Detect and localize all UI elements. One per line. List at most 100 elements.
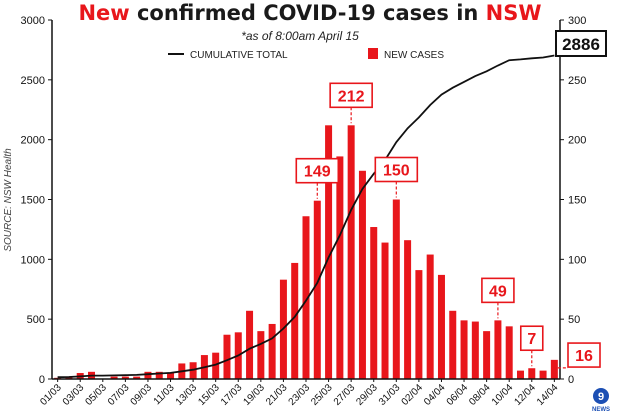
x-tick-label: 10/04 xyxy=(490,382,516,408)
annotation-box xyxy=(295,157,340,184)
bar-12-04 xyxy=(528,368,536,379)
annotation-box xyxy=(481,277,515,304)
bar-series xyxy=(54,125,558,379)
chart-subtitle: *as of 8:00am April 15 xyxy=(241,29,359,43)
bar-28-03 xyxy=(358,170,366,379)
annotation-label: 150 xyxy=(383,163,410,180)
bar-30-03 xyxy=(381,242,389,379)
left-tick-label: 3000 xyxy=(21,15,45,27)
legend-line-label: CUMULATIVE TOTAL xyxy=(190,50,288,61)
annotation-label: 149 xyxy=(304,164,331,181)
title-part-2: NSW xyxy=(486,1,542,25)
bar-16-03 xyxy=(223,334,231,379)
nine-news-logo: 9 NEWS xyxy=(592,388,610,413)
x-tick-label: 12/04 xyxy=(512,382,538,408)
right-tick-label: 250 xyxy=(568,75,586,87)
annotation-box xyxy=(329,82,373,109)
x-tick-label: 08/04 xyxy=(467,382,493,408)
left-tick-label: 2500 xyxy=(21,75,45,87)
bar-02-04 xyxy=(415,270,423,379)
left-tick-label: 1500 xyxy=(21,195,45,207)
bar-10-04 xyxy=(505,326,513,379)
x-tick-label: 21/03 xyxy=(264,382,290,408)
bar-26-03 xyxy=(336,156,344,379)
total-callout: 2886 xyxy=(555,30,607,57)
nine-logo-brand: 9 xyxy=(598,391,604,403)
x-tick-label: 14/04 xyxy=(535,382,561,408)
annotation-09-04: 49 xyxy=(481,277,515,319)
bar-10-03 xyxy=(155,371,163,379)
bar-22-03 xyxy=(291,262,299,379)
bar-29-03 xyxy=(370,227,378,379)
bar-20-03 xyxy=(268,323,276,379)
x-tick-label: 03/03 xyxy=(61,382,87,408)
right-tick-label: 150 xyxy=(568,195,586,207)
x-tick-label: 05/03 xyxy=(83,382,109,408)
right-tick-label: 100 xyxy=(568,254,586,266)
bar-24-03 xyxy=(313,200,321,379)
annotation-box xyxy=(374,156,419,183)
annotation-14-04: 16 xyxy=(557,342,601,369)
x-tick-label: 11/03 xyxy=(152,382,177,407)
x-tick-label: 27/03 xyxy=(332,382,358,408)
right-tick-label: 200 xyxy=(568,135,586,147)
bar-25-03 xyxy=(325,125,333,379)
annotation-box xyxy=(519,325,544,352)
bar-13-04 xyxy=(539,370,547,379)
x-tick-label: 25/03 xyxy=(309,382,335,408)
bar-31-03 xyxy=(392,199,400,379)
bar-23-03 xyxy=(302,216,310,379)
annotation-label: 212 xyxy=(338,88,365,105)
bar-01-04 xyxy=(404,240,412,379)
bar-27-03 xyxy=(347,125,355,379)
x-tick-label: 29/03 xyxy=(354,382,380,408)
x-axis: 01/0303/0305/0307/0309/0311/0313/0315/03… xyxy=(38,378,561,408)
title-part-0: New xyxy=(78,1,129,25)
left-tick-label: 2000 xyxy=(21,135,45,147)
bar-11-03 xyxy=(167,373,175,379)
chart-title: New confirmed COVID-19 cases in NSW xyxy=(78,1,541,25)
x-tick-label: 02/04 xyxy=(400,382,426,408)
x-tick-label: 19/03 xyxy=(241,382,267,408)
annotation-12-04: 7 xyxy=(519,325,544,367)
bar-07-04 xyxy=(471,321,479,379)
x-tick-label: 17/03 xyxy=(219,382,245,408)
x-tick-label: 31/03 xyxy=(377,382,403,408)
title-part-1: confirmed COVID-19 cases in xyxy=(130,1,486,25)
bar-13-03 xyxy=(189,362,197,379)
right-y-axis: 0 50 100 150 200 250 300 xyxy=(559,15,586,386)
x-tick-label: 07/03 xyxy=(106,382,132,408)
legend-bar-swatch xyxy=(368,48,378,59)
annotation-box xyxy=(567,342,601,368)
annotations: 149 212 150 49 7 16 xyxy=(295,82,601,369)
x-tick-label: 23/03 xyxy=(287,382,313,408)
right-tick-label: 0 xyxy=(568,374,574,386)
bar-08-03 xyxy=(133,376,141,379)
annotation-label: 49 xyxy=(489,283,507,300)
total-value: 2886 xyxy=(562,35,600,54)
bar-04-04 xyxy=(437,274,445,379)
nine-logo-icon xyxy=(593,388,609,404)
right-tick-label: 50 xyxy=(568,314,580,326)
cumulative-line xyxy=(57,54,555,379)
bar-09-03 xyxy=(144,371,152,379)
x-tick-label: 13/03 xyxy=(174,382,200,408)
nine-logo-text: NEWS xyxy=(592,407,610,413)
x-tick-label: 09/03 xyxy=(129,382,155,408)
annotation-31-03: 150 xyxy=(374,156,419,198)
bar-18-03 xyxy=(246,310,254,379)
left-tick-label: 1000 xyxy=(21,254,45,266)
source-label: SOURCE: NSW Health xyxy=(3,148,14,252)
bar-11-04 xyxy=(516,370,524,379)
total-box xyxy=(555,30,607,57)
x-tick-label: 04/04 xyxy=(422,382,448,408)
bar-15-03 xyxy=(212,352,220,379)
bar-08-04 xyxy=(483,331,491,379)
annotation-27-03: 212 xyxy=(329,82,373,124)
left-y-axis: 0 500 1000 1500 2000 2500 3000 xyxy=(21,15,53,386)
bar-14-04 xyxy=(550,359,558,379)
bar-09-04 xyxy=(494,320,502,379)
bar-19-03 xyxy=(257,331,265,379)
annotation-24-03: 149 xyxy=(295,157,340,199)
